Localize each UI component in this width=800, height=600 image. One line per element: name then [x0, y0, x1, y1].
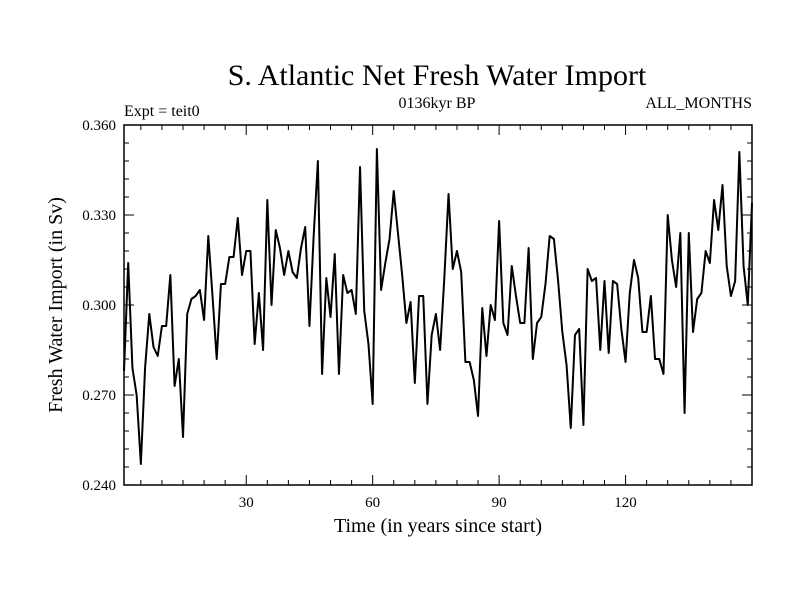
- period-label: 0136kyr BP: [399, 95, 476, 112]
- y-tick-label: 0.240: [82, 478, 116, 494]
- x-tick-label: 30: [239, 495, 254, 511]
- y-tick-label: 0.330: [82, 208, 116, 224]
- chart-title: S. Atlantic Net Fresh Water Import: [228, 59, 647, 92]
- x-axis-label: Time (in years since start): [334, 515, 542, 537]
- y-tick-label: 0.360: [82, 118, 116, 134]
- y-axis-label: Fresh Water Import (in Sv): [45, 197, 67, 413]
- months-label: ALL_MONTHS: [645, 95, 752, 112]
- y-tick-label: 0.300: [82, 298, 116, 314]
- x-tick-label: 120: [614, 495, 637, 511]
- x-axis-ticks: 30 60 90 120: [140, 125, 753, 511]
- fresh-water-import-line: [123, 148, 753, 465]
- x-tick-label: 90: [492, 495, 507, 511]
- x-tick-label: 60: [365, 495, 380, 511]
- y-tick-label: 0.270: [82, 388, 116, 404]
- experiment-label: Expt = teit0: [124, 103, 200, 120]
- plot-frame: [123, 124, 753, 486]
